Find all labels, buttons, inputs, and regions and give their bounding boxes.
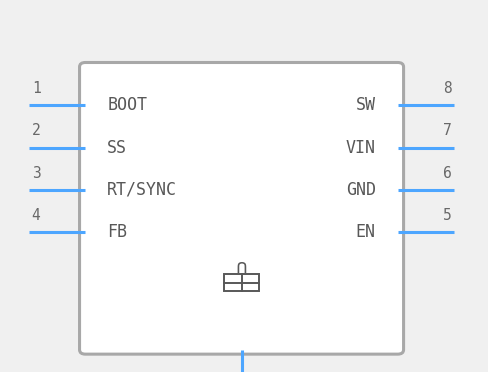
Text: ∩: ∩	[236, 257, 247, 276]
FancyBboxPatch shape	[80, 62, 404, 354]
Text: VIN: VIN	[346, 138, 376, 157]
Text: 7: 7	[443, 123, 451, 138]
Text: SS: SS	[107, 138, 127, 157]
Text: 1: 1	[32, 81, 41, 96]
Text: GND: GND	[346, 181, 376, 199]
Text: 5: 5	[443, 208, 451, 223]
Text: 6: 6	[443, 166, 451, 181]
Text: 3: 3	[32, 166, 41, 181]
Text: FB: FB	[107, 223, 127, 241]
Text: BOOT: BOOT	[107, 96, 147, 114]
Text: 4: 4	[32, 208, 41, 223]
Text: EN: EN	[356, 223, 376, 241]
Text: SW: SW	[356, 96, 376, 114]
Text: RT/SYNC: RT/SYNC	[107, 181, 177, 199]
Text: 8: 8	[443, 81, 451, 96]
Text: 2: 2	[32, 123, 41, 138]
Bar	[224, 275, 259, 291]
